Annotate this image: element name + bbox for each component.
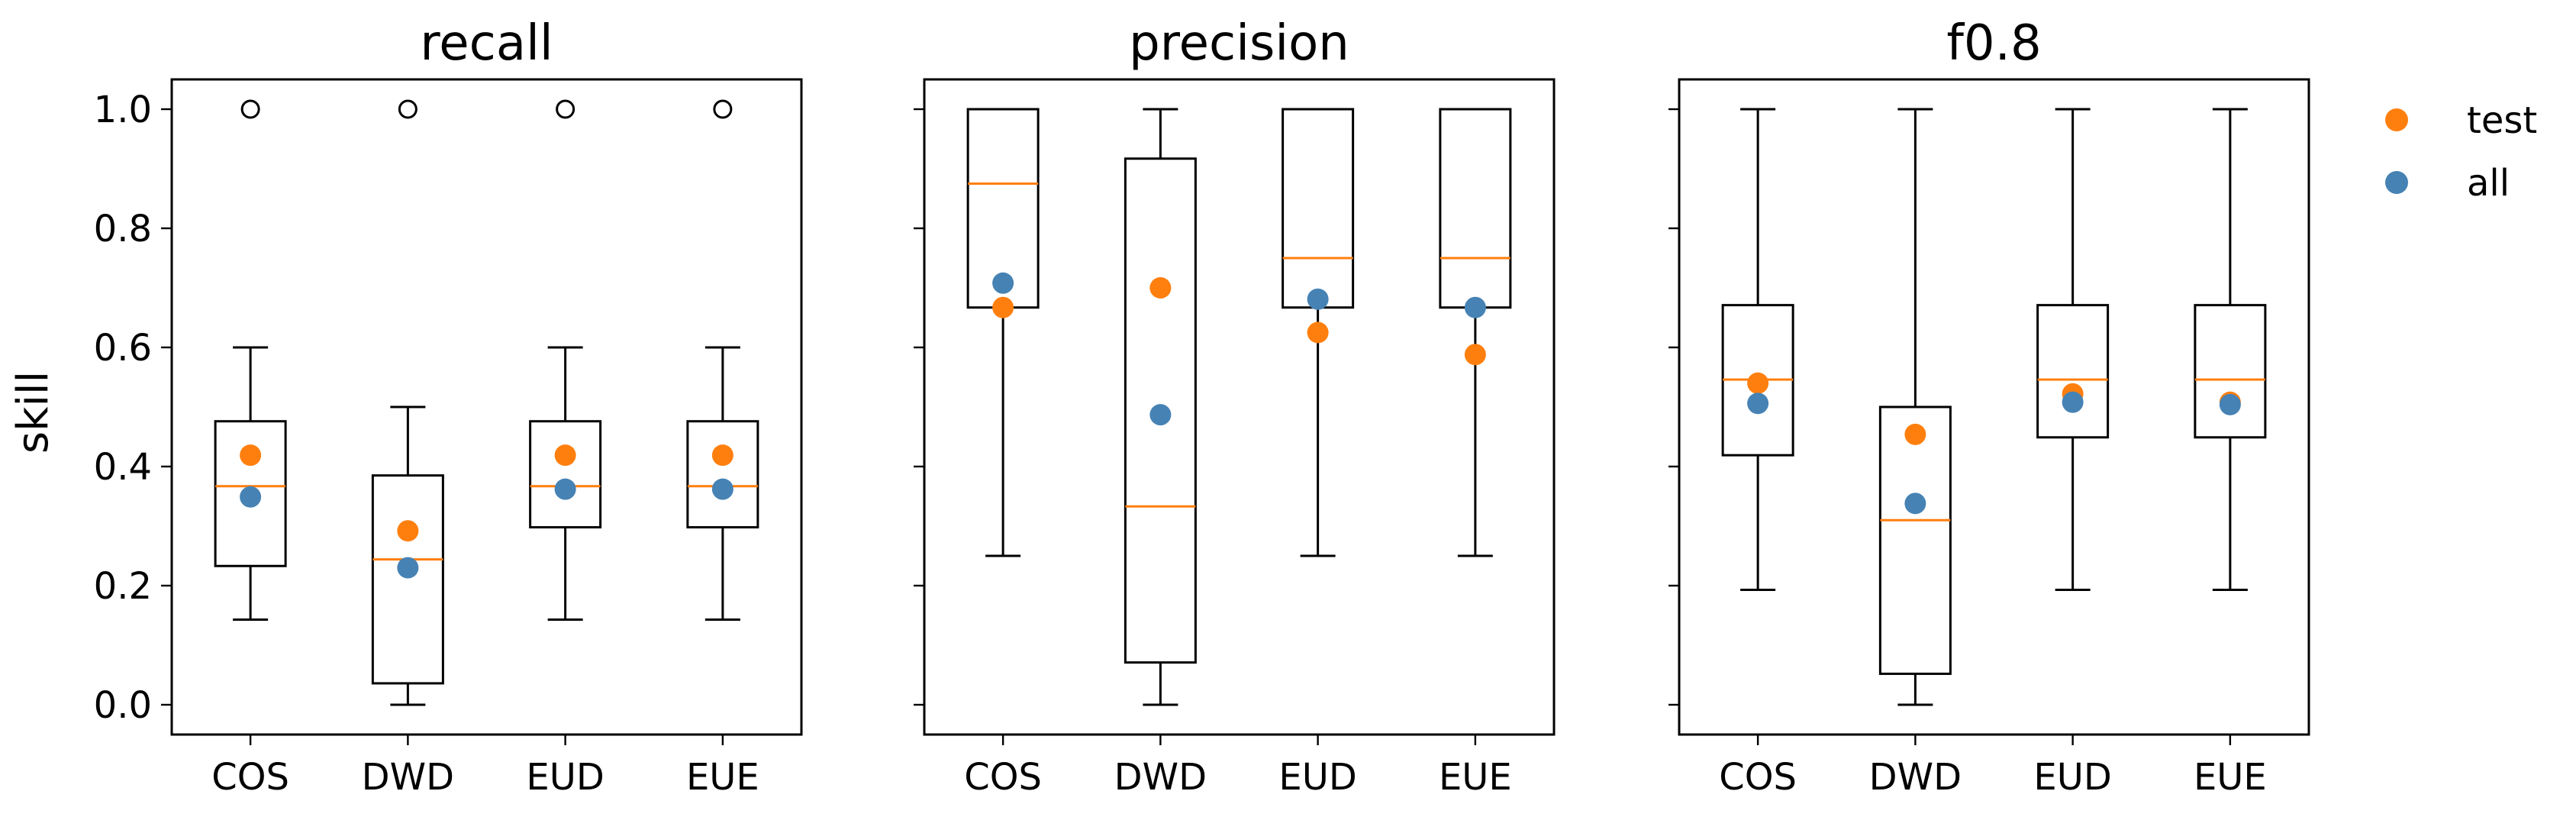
- panel-0: recall 0.0 0.2 0.4 0.6 0.8 1.0 COS DWD EUD EUE: [94, 15, 801, 799]
- legend: test all: [2385, 99, 2537, 205]
- test-point: [1149, 277, 1171, 299]
- legend-label: all: [2467, 162, 2510, 205]
- panel-1: precision COS DWD EUD EUE: [914, 15, 1554, 799]
- x-tick-label: COS: [1719, 756, 1797, 799]
- box-iqr: [372, 476, 443, 683]
- legend-entry-all: all: [2385, 162, 2510, 205]
- test-point: [992, 297, 1014, 318]
- test-point: [712, 444, 733, 466]
- x-tick-label: EUE: [686, 756, 759, 799]
- box-eue: [2195, 109, 2265, 589]
- all-point: [240, 486, 261, 508]
- box-dwd: [372, 101, 443, 705]
- legend-entry-test: test: [2385, 99, 2537, 142]
- panel-title: recall: [420, 15, 553, 72]
- panel-title: precision: [1129, 15, 1349, 72]
- all-point: [555, 479, 576, 500]
- outlier-marker: [557, 101, 574, 118]
- axes-frame: [172, 79, 801, 735]
- box-dwd: [1880, 109, 1950, 705]
- all-point: [1904, 492, 1926, 514]
- y-tick-label: 1.0: [94, 89, 152, 131]
- all-point: [2062, 392, 2084, 413]
- box-eud: [2038, 109, 2108, 589]
- x-tick-label: DWD: [362, 756, 454, 799]
- test-point: [1465, 344, 1486, 365]
- test-point: [240, 444, 261, 466]
- all-point: [992, 273, 1014, 294]
- x-tick-label: COS: [211, 756, 289, 799]
- box-iqr: [1283, 109, 1353, 308]
- test-point: [1904, 424, 1926, 445]
- x-tick-label: COS: [964, 756, 1042, 799]
- y-axis-label: skill: [8, 371, 58, 454]
- y-tick-label: 0.4: [94, 446, 152, 489]
- box-iqr: [530, 421, 601, 528]
- outlier-marker: [242, 101, 259, 118]
- box-dwd: [1125, 109, 1195, 705]
- x-tick-label: EUD: [526, 756, 604, 799]
- axes-frame: [924, 79, 1554, 735]
- box-iqr: [688, 421, 758, 528]
- box-iqr: [2038, 305, 2108, 438]
- all-point: [712, 479, 733, 500]
- box-eue: [1440, 109, 1510, 556]
- all-point: [1465, 297, 1486, 318]
- all-point: [1747, 392, 1768, 414]
- panel-title: f0.8: [1946, 15, 2041, 72]
- legend-marker: [2385, 108, 2408, 131]
- x-tick-label: DWD: [1114, 756, 1207, 799]
- box-cos: [968, 109, 1038, 556]
- legend-marker: [2385, 171, 2408, 194]
- y-tick-label: 0.6: [94, 327, 152, 370]
- box-iqr: [2195, 305, 2265, 438]
- outlier-marker: [399, 101, 416, 118]
- y-tick-label: 0.0: [94, 684, 152, 727]
- test-point: [1307, 322, 1329, 344]
- x-tick-label: EUD: [1278, 756, 1356, 799]
- outlier-marker: [714, 101, 731, 118]
- all-point: [1149, 404, 1171, 425]
- box-cos: [215, 101, 285, 619]
- test-point: [1747, 373, 1768, 394]
- y-tick-label: 0.8: [94, 208, 152, 250]
- x-tick-label: DWD: [1869, 756, 1962, 799]
- box-iqr: [1440, 109, 1510, 308]
- panel-2: f0.8 COS DWD EUD EUE: [1668, 15, 2309, 799]
- all-point: [2220, 394, 2241, 415]
- box-cos: [1723, 109, 1793, 589]
- test-point: [555, 444, 576, 466]
- x-tick-label: EUD: [2033, 756, 2111, 799]
- all-point: [397, 557, 418, 579]
- test-point: [397, 520, 418, 541]
- all-point: [1307, 289, 1329, 310]
- axes-frame: [1679, 79, 2309, 735]
- box-eue: [688, 101, 758, 619]
- y-tick-label: 0.2: [94, 565, 152, 608]
- box-eud: [530, 101, 601, 619]
- box-iqr: [1880, 407, 1950, 673]
- x-tick-label: EUE: [2194, 756, 2267, 799]
- x-tick-label: EUE: [1439, 756, 1512, 799]
- legend-label: test: [2467, 99, 2537, 142]
- box-eud: [1283, 109, 1353, 556]
